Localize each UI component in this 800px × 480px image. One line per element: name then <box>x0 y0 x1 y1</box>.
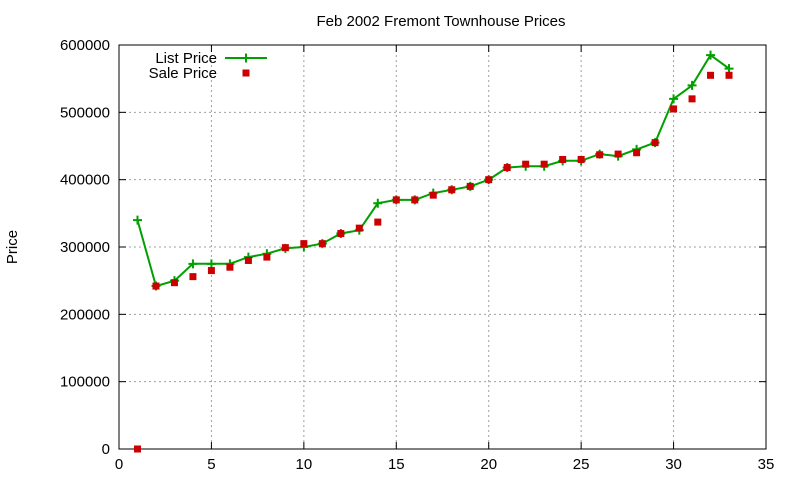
sale-price-point <box>651 139 659 147</box>
y-tick-label: 300000 <box>60 239 110 256</box>
sale-price-point <box>133 445 141 453</box>
y-tick-label: 600000 <box>60 37 110 54</box>
y-tick-label: 100000 <box>60 374 110 391</box>
sale-price-point <box>263 253 271 261</box>
x-tick-label: 0 <box>115 456 123 473</box>
x-tick-label: 20 <box>480 456 497 473</box>
x-tick-label: 35 <box>758 456 775 473</box>
list-price-point <box>706 50 716 60</box>
x-tick-label: 10 <box>296 456 313 473</box>
y-tick-label: 400000 <box>60 172 110 189</box>
list-price-series <box>132 50 734 291</box>
sale-price-point <box>281 244 289 252</box>
chart-title: Feb 2002 Fremont Townhouse Prices <box>316 13 565 30</box>
sale-price-point <box>503 164 511 172</box>
list-price-point <box>724 64 734 74</box>
sale-price-point <box>337 230 345 238</box>
series-layer <box>132 50 734 453</box>
x-tick-label: 5 <box>207 456 215 473</box>
axis-ticks: 0 100000 200000 300000 400000 500000 600000 0 5 1… <box>60 37 774 473</box>
legend-label: List Price <box>155 50 217 67</box>
sale-price-point <box>577 155 585 163</box>
sale-price-point <box>392 196 400 204</box>
sale-price-point <box>540 160 548 168</box>
list-price-point <box>132 215 142 225</box>
sale-price-point <box>355 224 363 232</box>
sale-price-point <box>374 218 382 226</box>
list-price-point <box>373 198 383 208</box>
sale-price-point <box>485 176 493 184</box>
sale-price-point <box>411 196 419 204</box>
sale-price-point <box>448 186 456 194</box>
sale-price-point <box>670 105 678 113</box>
x-tick-label: 15 <box>388 456 405 473</box>
list-price-line <box>136 53 730 288</box>
sale-price-point <box>596 151 604 159</box>
sale-price-point <box>707 71 715 79</box>
list-price-point <box>188 259 198 269</box>
y-tick-label: 200000 <box>60 306 110 323</box>
list-price-point <box>669 94 679 104</box>
sale-price-point <box>614 150 622 158</box>
sale-price-point <box>244 256 252 264</box>
sale-price-point <box>429 191 437 199</box>
sale-price-point <box>466 182 474 190</box>
sale-price-point <box>688 95 696 103</box>
legend-marker <box>242 69 250 77</box>
sale-price-point <box>633 149 641 157</box>
legend-label: Sale Price <box>149 65 217 82</box>
sale-price-point <box>522 160 530 168</box>
grid-lines <box>119 45 766 449</box>
list-price-point <box>206 259 216 269</box>
sale-price-series <box>133 71 733 453</box>
sale-price-point <box>725 71 733 79</box>
sale-price-point <box>559 155 567 163</box>
sale-price-point <box>318 240 326 248</box>
sale-price-point <box>226 263 234 271</box>
legend-marker <box>241 53 251 63</box>
sale-price-point <box>152 282 160 290</box>
x-tick-label: 30 <box>665 456 682 473</box>
sale-price-point <box>189 273 197 281</box>
sale-price-point <box>300 240 308 248</box>
sale-price-point <box>170 279 178 287</box>
y-axis-title: Price <box>4 230 21 264</box>
sale-price-point <box>207 267 215 275</box>
y-tick-label: 0 <box>102 441 110 458</box>
x-tick-label: 25 <box>573 456 590 473</box>
list-price-point <box>687 80 697 90</box>
plot-frame <box>118 44 767 450</box>
y-tick-label: 500000 <box>60 104 110 121</box>
